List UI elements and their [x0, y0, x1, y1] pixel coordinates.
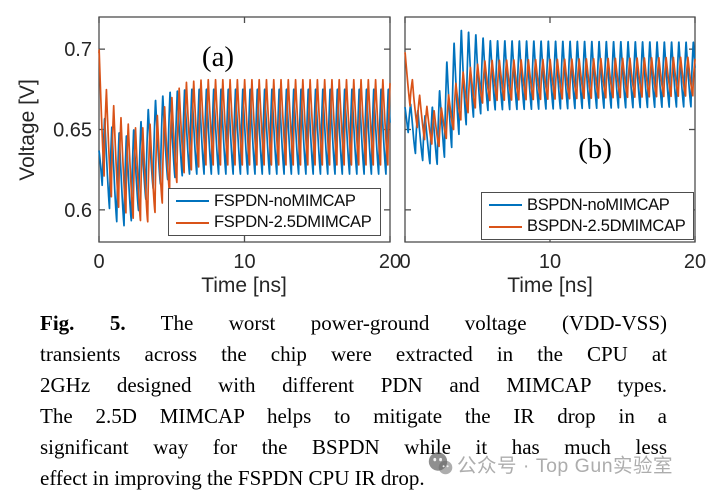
- caption-line: Fig. 5. The worst power-ground voltage (…: [40, 308, 667, 339]
- x-tick-label: 10: [539, 251, 561, 273]
- x-tick-label: 20: [379, 251, 401, 273]
- legend-item: FSPDN-noMIMCAP: [176, 191, 378, 212]
- x-tick-label: 0: [399, 251, 410, 273]
- legend-label: FSPDN-2.5DMIMCAP: [214, 213, 372, 232]
- panel-label: (b): [578, 133, 612, 165]
- x-tick-label: 20: [684, 251, 706, 273]
- waveform-fspdn-nomimcap: [98, 88, 391, 227]
- legend-panel-b: BSPDN-noMIMCAP BSPDN-2.5DMIMCAP: [481, 192, 694, 240]
- watermark-text: 公众号 · Top Gun实验室: [457, 455, 674, 477]
- caption-text: The worst power-ground voltage (VDD-VSS): [160, 311, 667, 335]
- legend-panel-a: FSPDN-noMIMCAP FSPDN-2.5DMIMCAP: [168, 188, 381, 236]
- legend-line-sample-blue: [489, 204, 522, 207]
- legend-label: FSPDN-noMIMCAP: [214, 191, 356, 210]
- legend-line-sample-orange: [489, 225, 522, 228]
- caption-line: significant way for the BSPDN while it h…: [40, 435, 667, 459]
- y-tick-label: 0.7: [64, 39, 92, 61]
- caption-figure-label: Fig. 5.: [40, 311, 126, 335]
- figure-caption: Fig. 5. The worst power-ground voltage (…: [40, 308, 667, 494]
- panel-label: (a): [202, 41, 234, 73]
- watermark: 公众号 · Top Gun实验室: [428, 449, 673, 478]
- legend-item: BSPDN-noMIMCAP: [489, 195, 691, 216]
- x-axis-label: Time [ns]: [201, 274, 287, 297]
- legend-label: BSPDN-2.5DMIMCAP: [527, 217, 686, 236]
- y-tick-label: 0.6: [64, 200, 92, 222]
- y-tick-label: 0.65: [53, 120, 92, 142]
- waveform-bspdn-2.5dmimcap: [404, 52, 696, 148]
- wechat-icon: [428, 451, 453, 476]
- plots-canvas: 0 10 20 0.6 0.65 0.7 Time [ns] Voltage [V] (a) 0 1…: [16, 16, 706, 297]
- caption-line: effect in improving the FSPDN CPU IR dro…: [40, 466, 425, 490]
- caption-line: The 2.5D MIMCAP helps to mitigate the IR…: [40, 404, 667, 428]
- x-tick-label: 0: [93, 251, 104, 273]
- legend-item: BSPDN-2.5DMIMCAP: [489, 216, 691, 237]
- legend-line-sample-blue: [176, 200, 209, 203]
- legend-label: BSPDN-noMIMCAP: [527, 195, 670, 214]
- legend-line-sample-orange: [176, 221, 209, 224]
- caption-line: 2GHz designed with different PDN and MIM…: [40, 373, 667, 397]
- y-axis-label: Voltage [V]: [16, 79, 39, 181]
- legend-item: FSPDN-2.5DMIMCAP: [176, 212, 378, 233]
- waveform-fspdn-2.5dmimcap: [98, 49, 391, 223]
- x-axis-label: Time [ns]: [507, 274, 593, 297]
- x-tick-label: 10: [233, 251, 255, 273]
- caption-line: transients across the chip were extracte…: [40, 342, 667, 366]
